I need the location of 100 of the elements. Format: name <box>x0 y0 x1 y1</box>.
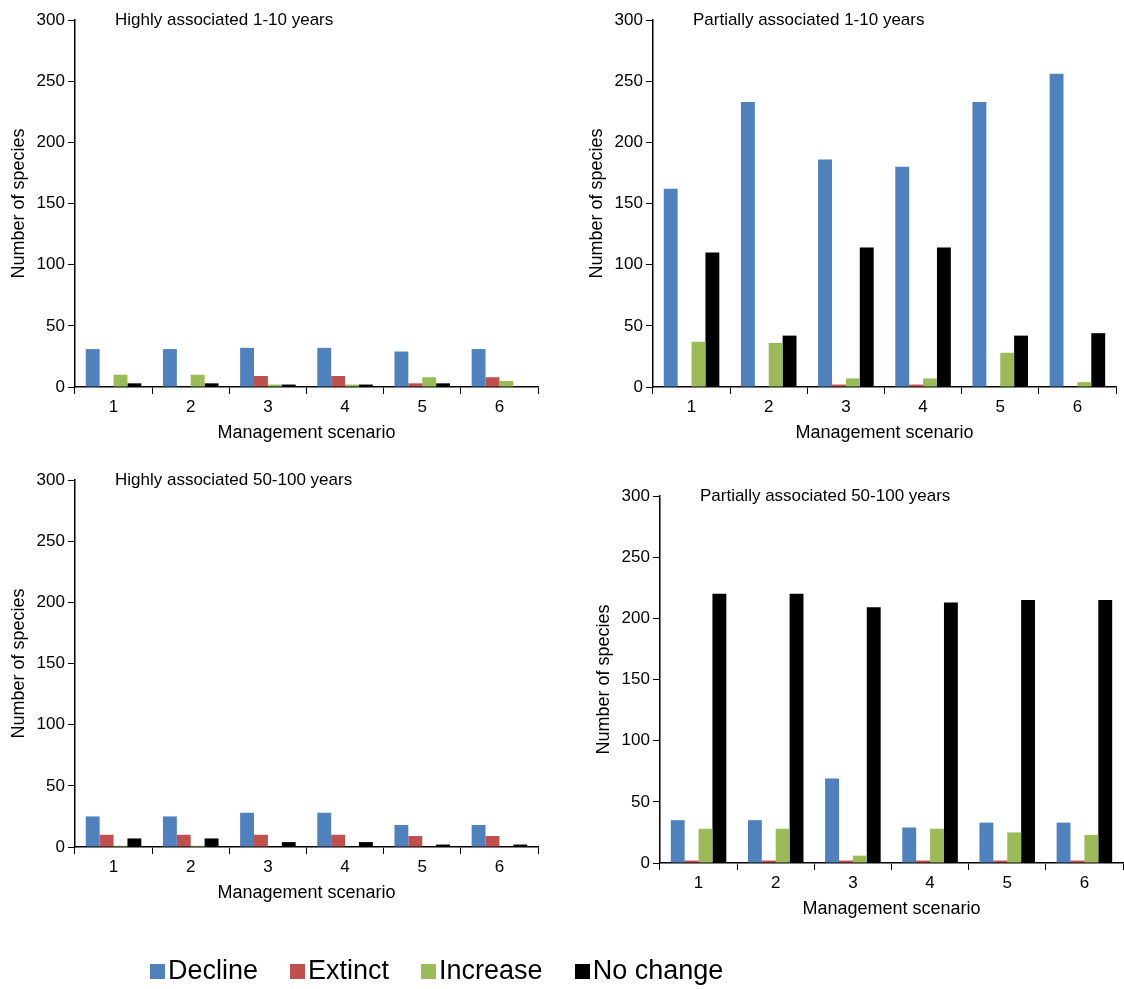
bar <box>408 835 423 847</box>
bar <box>923 378 937 387</box>
x-tick-label: 2 <box>763 396 774 416</box>
y-axis-title: Number of species <box>7 128 28 279</box>
y-axis-title: Number of species <box>585 128 606 279</box>
bar <box>113 374 128 387</box>
bar <box>471 824 486 847</box>
y-tick-label: 50 <box>624 315 643 335</box>
legend-label: No change <box>591 955 724 986</box>
bar <box>663 188 678 387</box>
bar <box>670 820 685 863</box>
y-tick-label: 150 <box>36 653 65 673</box>
y-tick-label: 0 <box>633 376 643 396</box>
y-tick-label: 100 <box>621 730 650 750</box>
y-tick-label: 250 <box>36 530 65 550</box>
y-tick-label: 200 <box>614 132 643 152</box>
y-tick-label: 0 <box>55 376 65 396</box>
y-tick-label: 50 <box>46 315 65 335</box>
bar <box>240 812 254 847</box>
bar <box>176 834 191 847</box>
bar <box>1084 834 1099 863</box>
bar <box>99 834 114 847</box>
x-tick-label: 6 <box>1079 872 1090 892</box>
y-tick-label: 200 <box>36 592 65 612</box>
bar <box>972 101 987 387</box>
x-tick-label: 1 <box>108 396 119 416</box>
x-tick-label: 3 <box>263 396 273 416</box>
bar <box>85 816 100 847</box>
x-tick-label: 5 <box>995 396 1005 416</box>
y-tick-label: 50 <box>631 791 650 811</box>
chart-title: Highly associated 1-10 years <box>114 10 334 30</box>
bar <box>1077 382 1092 387</box>
bar <box>162 349 177 387</box>
y-tick-label: 0 <box>55 836 65 856</box>
bar <box>254 375 268 387</box>
bar <box>1000 352 1015 387</box>
x-tick-label: 2 <box>185 856 196 876</box>
x-tick-label: 3 <box>841 396 851 416</box>
chart-title: Partially associated 50-100 years <box>699 486 951 506</box>
x-tick-label: 5 <box>417 396 427 416</box>
x-tick-label: 4 <box>925 872 935 892</box>
bar <box>825 778 839 863</box>
legend-label: Decline <box>167 955 259 986</box>
x-tick-label: 1 <box>693 872 704 892</box>
y-tick-label: 250 <box>614 70 643 90</box>
x-tick-label: 4 <box>340 856 350 876</box>
bar <box>471 349 486 387</box>
bar <box>902 827 917 863</box>
bar <box>698 828 713 863</box>
bar <box>394 824 409 847</box>
bar <box>408 383 423 387</box>
bar <box>394 351 409 387</box>
chart-title: Partially associated 1-10 years <box>692 10 925 30</box>
x-tick-label: 1 <box>108 856 119 876</box>
y-tick-label: 0 <box>640 852 650 872</box>
bar <box>240 347 254 387</box>
bar <box>845 378 860 387</box>
y-tick-label: 150 <box>614 193 643 213</box>
bar <box>190 374 205 387</box>
y-tick-label: 100 <box>36 714 65 734</box>
y-tick-label: 200 <box>621 608 650 628</box>
bar <box>1056 822 1071 863</box>
bar <box>775 828 790 863</box>
x-axis-title: Management scenario <box>217 882 396 903</box>
bar <box>747 820 762 863</box>
bar <box>485 377 500 387</box>
y-tick-label: 250 <box>36 70 65 90</box>
y-tick-label: 300 <box>621 485 650 505</box>
bar <box>162 816 177 847</box>
y-tick-label: 300 <box>614 9 643 29</box>
bar <box>852 855 867 863</box>
chart-title: Highly associated 50-100 years <box>114 470 353 490</box>
bar <box>1049 73 1064 387</box>
x-tick-label: 5 <box>1002 872 1012 892</box>
x-axis-title: Management scenario <box>795 422 974 443</box>
bar <box>85 349 100 387</box>
y-tick-label: 100 <box>36 254 65 274</box>
bar <box>485 835 500 847</box>
y-axis-title: Number of species <box>592 604 613 755</box>
bar <box>930 828 944 863</box>
y-tick-label: 300 <box>36 469 65 489</box>
y-tick-label: 150 <box>36 193 65 213</box>
x-axis-title: Management scenario <box>802 898 981 919</box>
legend-label: Increase <box>438 955 543 986</box>
bar <box>317 347 332 387</box>
bar <box>768 342 783 387</box>
x-tick-label: 4 <box>918 396 928 416</box>
bar <box>317 812 332 847</box>
x-tick-label: 6 <box>494 396 505 416</box>
y-tick-label: 100 <box>614 254 643 274</box>
x-tick-label: 6 <box>1072 396 1083 416</box>
y-tick-label: 150 <box>621 669 650 689</box>
bar <box>895 166 910 387</box>
bar <box>422 377 437 387</box>
x-tick-label: 4 <box>340 396 350 416</box>
bar <box>818 159 832 387</box>
y-tick-label: 250 <box>621 546 650 566</box>
x-tick-label: 6 <box>494 856 505 876</box>
bar <box>740 101 755 387</box>
bar <box>979 822 994 863</box>
